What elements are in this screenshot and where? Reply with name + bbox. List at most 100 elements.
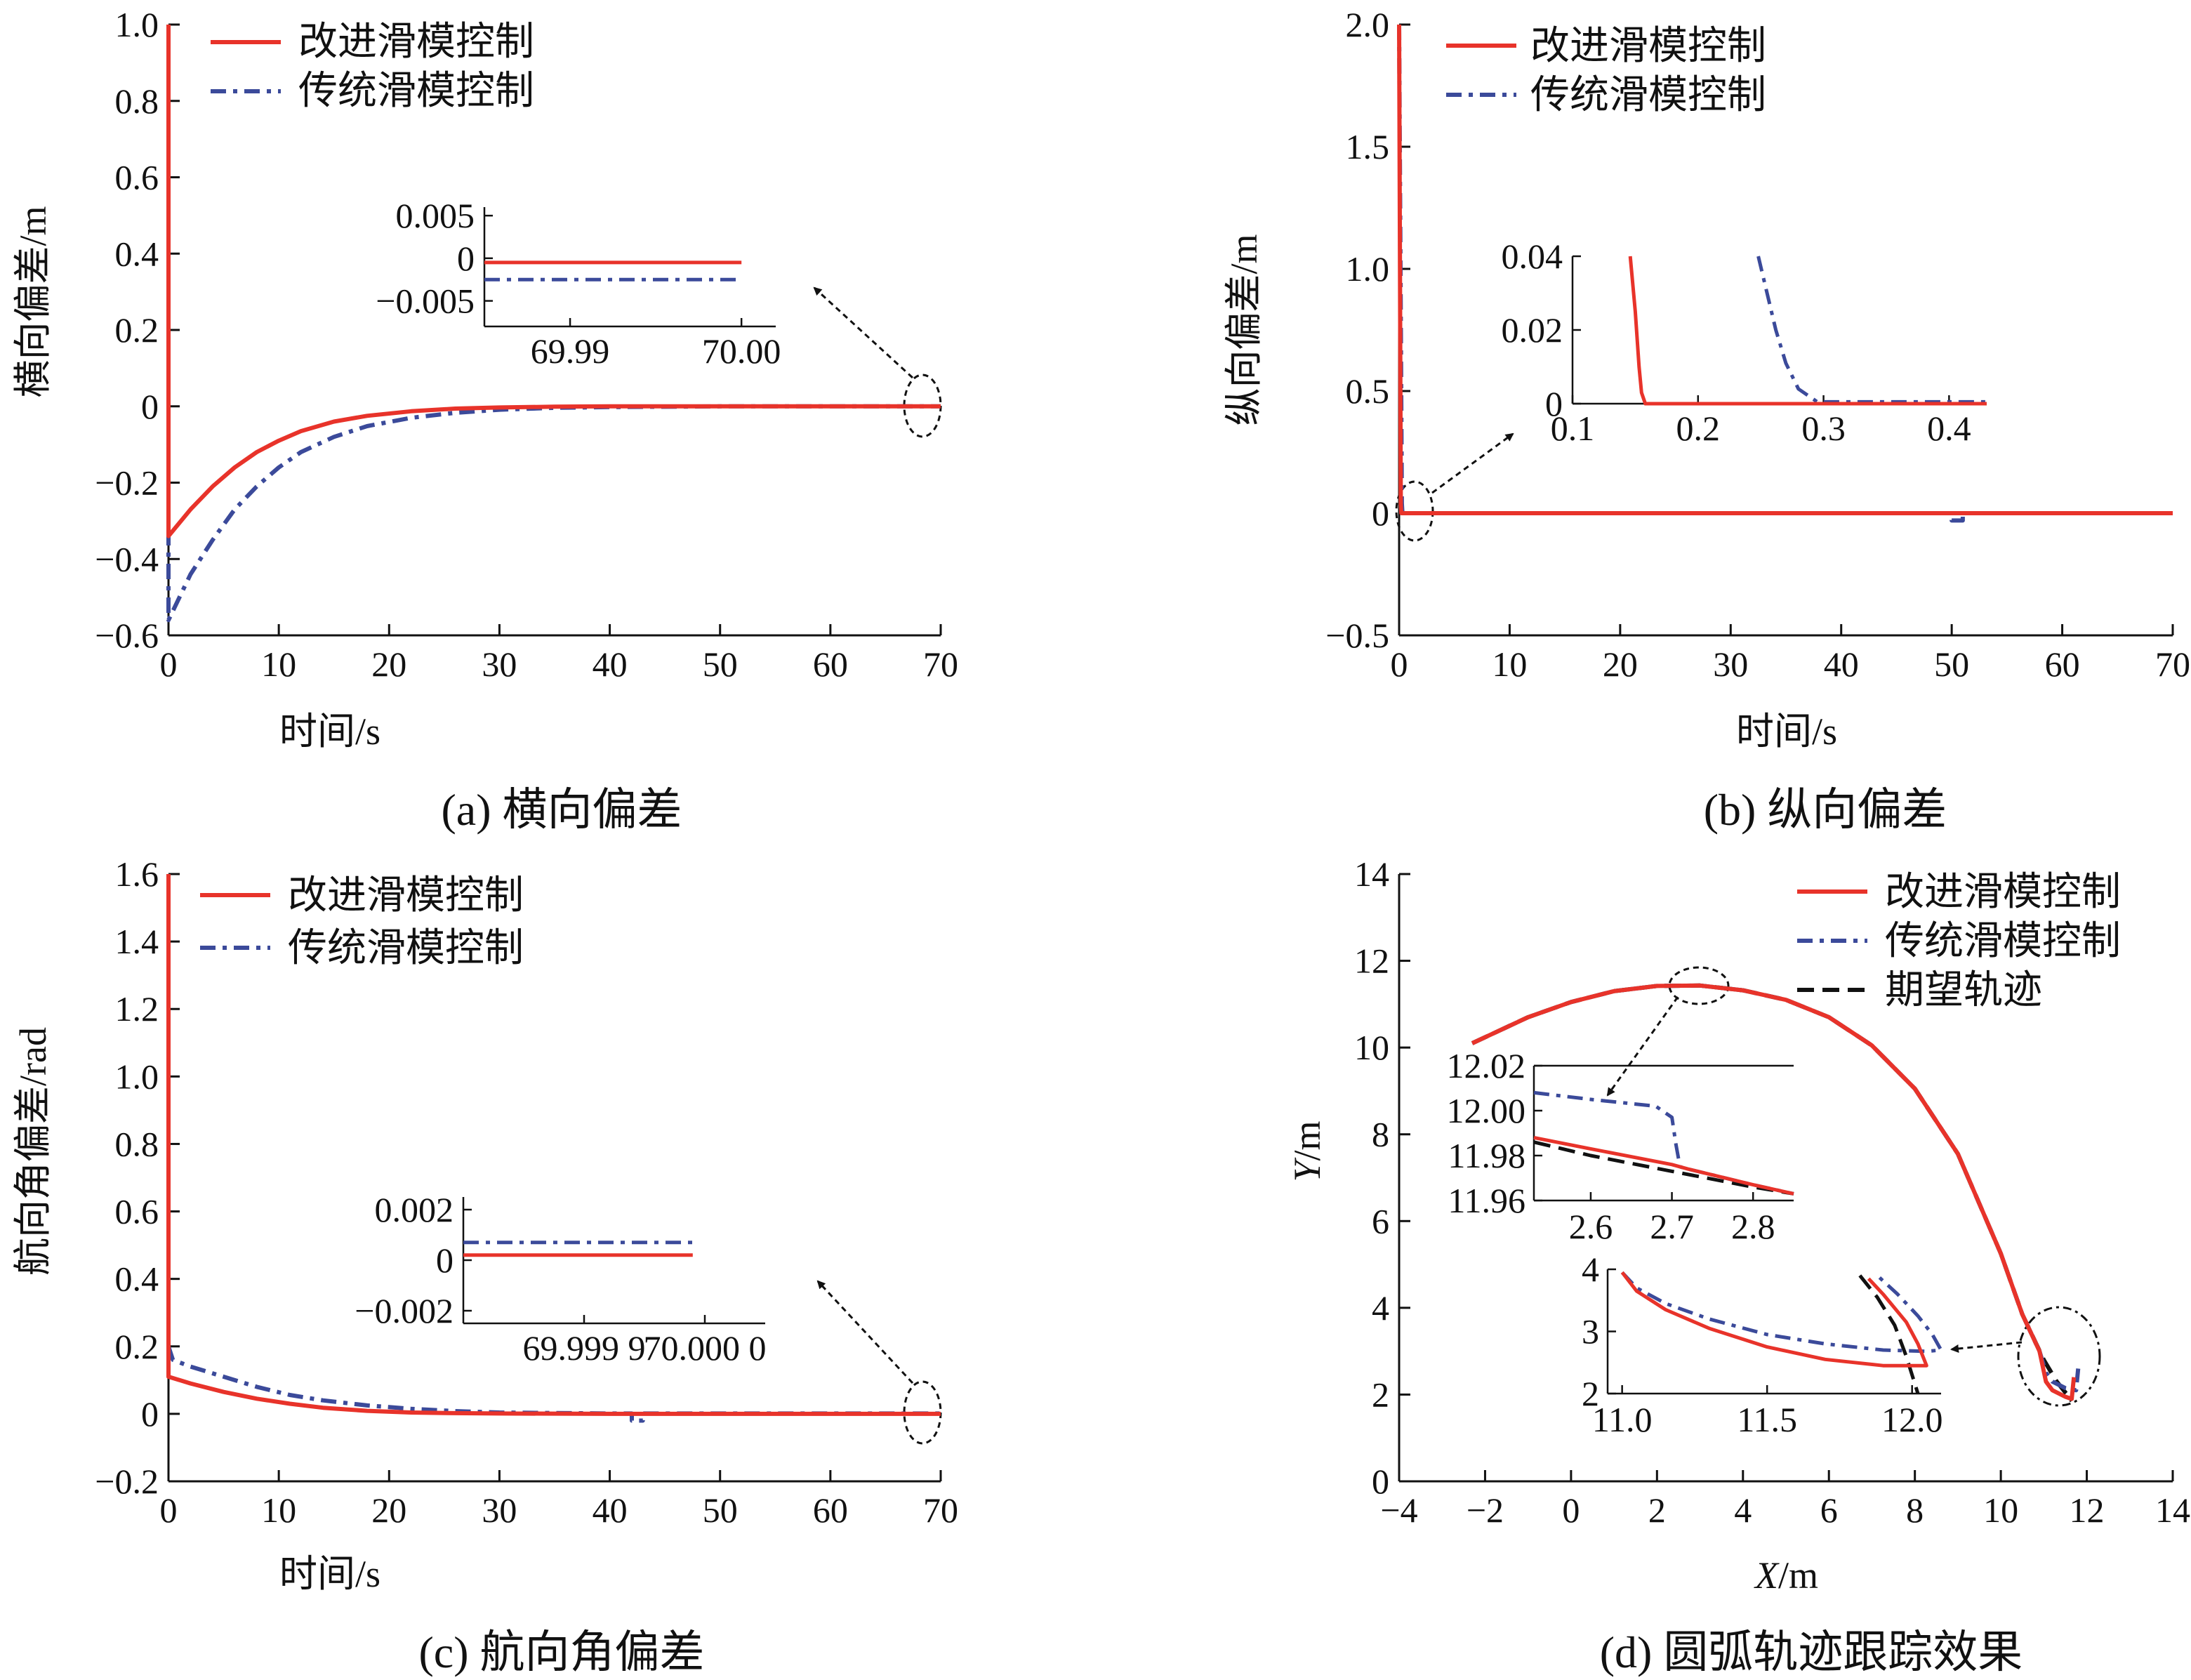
y-tick-label: 0 (1545, 384, 1563, 423)
zoom-arrow (813, 286, 914, 379)
x-tick-label: 40 (593, 644, 628, 684)
y-tick-label: 0 (1372, 1462, 1389, 1501)
x-tick-label: 0 (1391, 644, 1408, 684)
panel-b-longitudinal-deviation: (b) 纵向偏差 时间/s 纵向偏差/m 改进滑模控制 传统滑模控制 0 10 20… (1223, 5, 2190, 835)
caption-a: (a) 横向偏差 (441, 785, 682, 835)
x-tick-label: 40 (1824, 644, 1859, 684)
y-tick-label: 0.002 (375, 1190, 454, 1229)
y-tick-label: 0.2 (115, 310, 159, 350)
series-line (1620, 1271, 1928, 1368)
inset-b: 0.1 0.2 0.3 0.4 0.04 0.02 0 (1502, 237, 1987, 448)
x-tick-label: 2.8 (1731, 1207, 1775, 1246)
zoom-arrow (1431, 432, 1514, 494)
x-tick-label: 2 (1648, 1490, 1666, 1530)
y-tick-label: −0.2 (95, 463, 159, 503)
y-tick-label: 12 (1354, 941, 1389, 981)
inset-d-2: 11.0 11.5 12.0 4 3 2 (1582, 1250, 1943, 1439)
x-tick-label: 30 (482, 644, 517, 684)
x-tick-label: 70 (923, 644, 958, 684)
y-tick-label: 0.2 (115, 1327, 159, 1366)
x-tick-label: 0 (1562, 1490, 1580, 1530)
ylabel-a: 横向偏差/m (12, 206, 54, 397)
ylabel-c: 航向角偏差/rad (12, 1027, 54, 1276)
x-tick-label: 20 (371, 1490, 406, 1530)
series-line (1397, 24, 2173, 515)
ylabel-d: Y/m (1286, 1120, 1328, 1182)
series-line (1533, 1135, 1794, 1196)
x-tick-label: 20 (371, 644, 406, 684)
inset-a: 69.99 70.00 0.005 0 −0.005 (376, 196, 781, 371)
y-tick-label: 3 (1582, 1312, 1599, 1351)
xlabel-b: 时间/s (1736, 710, 1837, 753)
y-tick-label: 2 (1372, 1375, 1389, 1414)
x-tick-label: 11.0 (1592, 1400, 1653, 1439)
x-tick-label: 60 (2045, 644, 2080, 684)
legend-label-traditional: 传统滑模控制 (1530, 72, 1766, 118)
x-tick-label: 69.99 (531, 331, 610, 371)
y-tick-label: 0 (436, 1241, 454, 1280)
x-tick-label: 10 (261, 1490, 296, 1530)
y-tick-label: 8 (1372, 1115, 1389, 1154)
zoom-arrow (816, 1280, 914, 1384)
x-tick-label: 70 (923, 1490, 958, 1530)
panel-a-lateral-deviation: (a) 横向偏差 时间/s 横向偏差/m 改进滑模控制 传统滑模控制 0 10 20… (12, 5, 958, 835)
legend-label-desired: 期望轨迹 (1885, 967, 2042, 1013)
y-tick-label: 1.2 (115, 989, 159, 1028)
inset-d-1: 2.6 2.7 2.8 12.02 12.00 11.98 11.96 (1447, 1046, 1794, 1246)
y-tick-label: 0.04 (1502, 237, 1563, 276)
y-tick-label: 1.0 (115, 1057, 159, 1096)
y-tick-label: 1.0 (115, 5, 159, 44)
y-tick-label: 0 (457, 239, 475, 278)
x-tick-label: 0.3 (1801, 409, 1846, 448)
y-tick-label: 12.00 (1447, 1091, 1526, 1130)
x-tick-label: 50 (1934, 644, 1969, 684)
caption-d: (d) 圆弧轨迹跟踪效果 (1600, 1627, 2023, 1677)
legend-c: 改进滑模控制 传统滑模控制 (200, 873, 524, 971)
caption-c: (c) 航向角偏差 (418, 1627, 704, 1677)
y-tick-label: 0.8 (115, 1124, 159, 1163)
y-tick-label: 11.96 (1448, 1181, 1525, 1220)
x-tick-label: 10 (261, 644, 296, 684)
series-line (1858, 1274, 1920, 1394)
y-tick-label: 1.5 (1346, 127, 1390, 166)
x-tick-label: 60 (813, 1490, 848, 1530)
inset-c: 69.999 970.000 0 0.002 0 −0.002 (355, 1190, 766, 1368)
series-line (166, 874, 941, 1416)
xlabel-d: X/m (1754, 1554, 1818, 1596)
x-tick-label: 2.6 (1569, 1207, 1613, 1246)
x-tick-label: 6 (1820, 1490, 1838, 1530)
y-tick-label: −0.4 (95, 539, 159, 578)
x-tick-label: 11.5 (1737, 1400, 1797, 1439)
x-tick-label: 70.00 (702, 331, 781, 371)
y-tick-label: 1.4 (115, 922, 159, 961)
y-tick-label: 6 (1372, 1201, 1389, 1241)
y-tick-label: 0.4 (115, 234, 159, 273)
y-tick-label: 0 (141, 1394, 159, 1434)
x-tick-label: 0.1 (1551, 409, 1595, 448)
y-tick-label: 0 (141, 387, 159, 426)
zoom-region-marker (2017, 1306, 2101, 1407)
xlabel-c: 时间/s (279, 1553, 380, 1595)
legend-label-improved: 改进滑模控制 (1885, 869, 2121, 915)
x-tick-label: 50 (703, 644, 738, 684)
y-tick-label: 0.02 (1502, 310, 1563, 350)
x-tick-label: 12.0 (1881, 1400, 1943, 1439)
y-tick-label: 0.6 (115, 1192, 159, 1231)
x-tick-label: 10 (1492, 644, 1527, 684)
legend-label-traditional: 传统滑模控制 (1885, 918, 2121, 964)
x-tick-label: 0 (160, 644, 178, 684)
x-tick-label: 14 (2155, 1490, 2190, 1530)
y-tick-label: −0.005 (376, 282, 475, 321)
x-tick-label: 10 (1983, 1490, 2018, 1530)
legend-b: 改进滑模控制 传统滑模控制 (1446, 23, 1766, 118)
x-tick-label: 40 (593, 1490, 628, 1530)
y-tick-label: 1.0 (1346, 249, 1390, 289)
x-tick-label: −4 (1380, 1490, 1417, 1530)
y-tick-label: 11.98 (1448, 1136, 1525, 1175)
y-tick-label: 10 (1354, 1028, 1389, 1067)
x-tick-label: 8 (1906, 1490, 1924, 1530)
y-tick-label: 0.5 (1346, 371, 1390, 411)
panel-d-arc-tracking: (d) 圆弧轨迹跟踪效果 X/m Y/m 改进滑模控制 传统滑模控制 期望轨迹 … (1286, 854, 2190, 1677)
xlabel-a: 时间/s (279, 710, 380, 753)
caption-b: (b) 纵向偏差 (1704, 785, 1947, 835)
